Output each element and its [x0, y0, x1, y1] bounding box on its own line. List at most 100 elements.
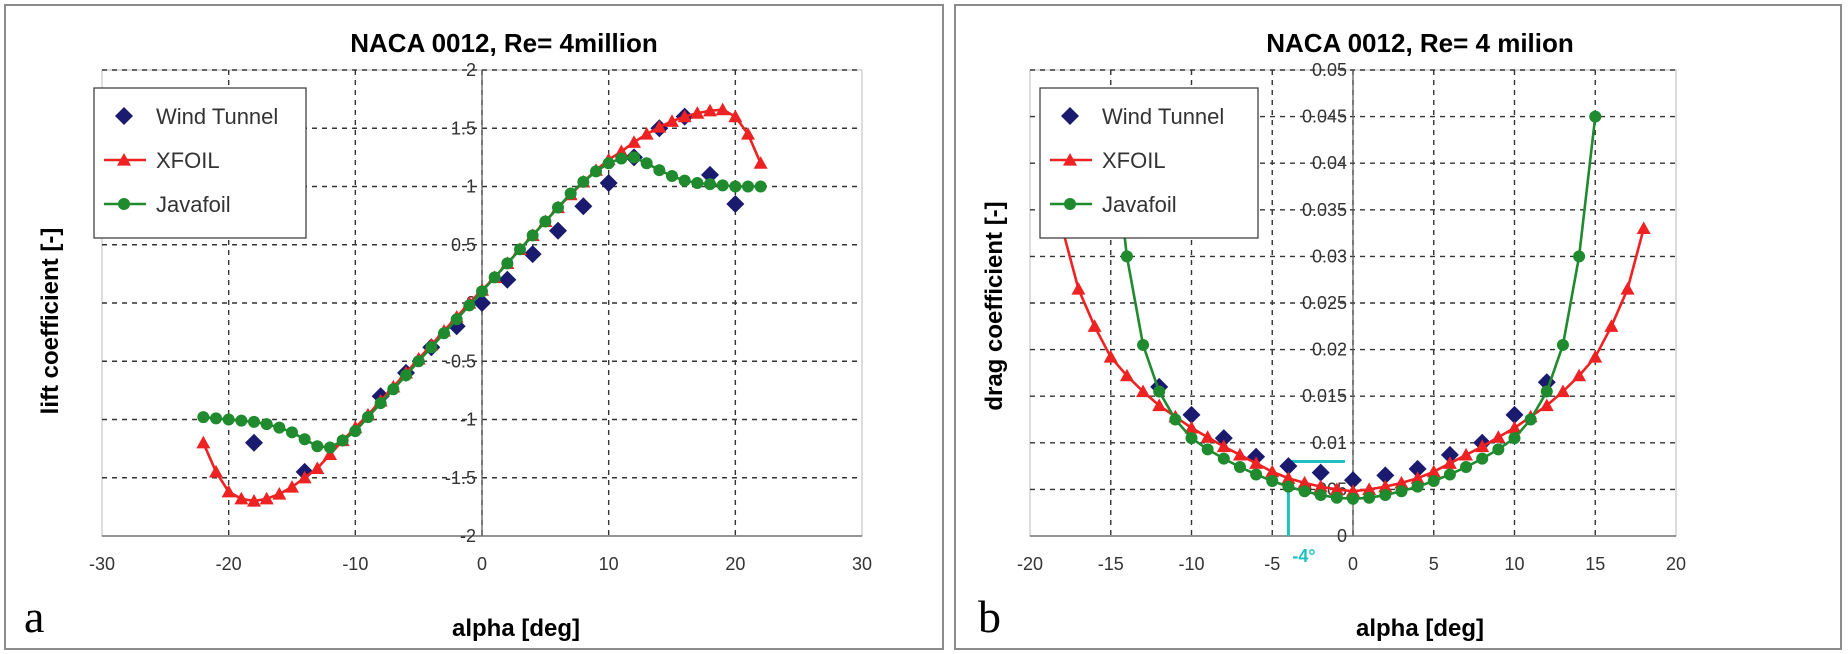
data-point	[1217, 452, 1230, 465]
data-point	[1233, 461, 1246, 474]
data-point	[754, 180, 767, 193]
data-point	[526, 229, 539, 242]
y-tick-label: 0.02	[1312, 340, 1347, 360]
data-point	[1475, 439, 1490, 453]
data-point	[1297, 475, 1312, 489]
y-tick-label: 2	[466, 60, 476, 80]
data-point	[677, 109, 692, 123]
legend-marker	[1064, 198, 1076, 210]
data-point	[1169, 413, 1182, 426]
data-point	[438, 327, 450, 340]
x-tick-label: 20	[1666, 554, 1686, 574]
data-point	[552, 201, 564, 214]
y-tick-label: 1.5	[451, 118, 476, 138]
data-point	[1216, 439, 1231, 453]
data-point	[450, 313, 463, 326]
data-point	[286, 426, 298, 439]
data-point	[1376, 466, 1395, 485]
data-point	[1620, 282, 1635, 295]
data-point	[387, 383, 400, 396]
data-point	[1200, 430, 1215, 443]
data-point	[272, 487, 287, 500]
x-tick-label: 10	[1504, 554, 1524, 574]
data-point	[349, 425, 362, 438]
data-point	[1604, 319, 1619, 332]
data-point	[1329, 482, 1344, 495]
data-point	[476, 285, 488, 298]
x-axis-title: alpha [deg]	[452, 615, 580, 642]
data-point	[310, 461, 325, 475]
data-point	[514, 243, 526, 256]
chart-panel-a: NACA 0012, Re= 4million alpha [deg] lift…	[4, 4, 944, 650]
data-point	[726, 194, 745, 213]
legend-marker	[1061, 107, 1079, 125]
x-tick-label: 0	[477, 554, 487, 574]
plot-area: -20-15-10-50510152000.0050.010.0150.020.…	[1017, 60, 1686, 574]
data-point	[1330, 491, 1343, 504]
x-tick-label: 30	[852, 554, 872, 574]
data-point	[197, 411, 210, 424]
data-point	[716, 179, 729, 192]
x-tick-label: -10	[342, 554, 368, 574]
data-point	[574, 197, 593, 216]
data-point	[1119, 368, 1134, 382]
data-point	[222, 413, 235, 426]
y-tick-label: 0.015	[1302, 386, 1347, 406]
data-point	[1137, 338, 1150, 351]
data-point	[1556, 338, 1569, 351]
data-point	[665, 114, 679, 127]
legend: Wind Tunnel XFOIL Javafoil	[1039, 87, 1259, 239]
y-axis-title: drag coefficient [-]	[981, 201, 1008, 410]
data-point	[1282, 480, 1295, 493]
data-point	[235, 414, 248, 427]
data-point	[615, 152, 628, 165]
data-point	[1442, 456, 1457, 469]
legend-marker	[118, 198, 130, 210]
x-axis-title: alpha [deg]	[1356, 615, 1484, 642]
data-point	[259, 491, 274, 505]
data-point	[247, 494, 261, 507]
legend-label: XFOIL	[156, 148, 220, 173]
legend-label: Wind Tunnel	[156, 104, 278, 129]
data-point	[1476, 452, 1489, 465]
data-point	[701, 165, 719, 184]
data-point	[1539, 398, 1554, 412]
y-axis-title: lift coefficient [-]	[37, 228, 64, 415]
data-point	[260, 418, 273, 431]
data-point	[704, 178, 716, 191]
data-point	[639, 127, 654, 140]
y-tick-label: 0.5	[451, 235, 476, 255]
data-point	[463, 299, 476, 312]
data-point	[652, 120, 667, 133]
data-point	[1443, 468, 1456, 481]
data-point	[1249, 456, 1264, 469]
data-point	[498, 270, 517, 289]
legend-marker	[117, 153, 131, 166]
chart-title: NACA 0012, Re= 4million	[350, 28, 658, 58]
data-point	[549, 221, 567, 240]
data-point	[196, 435, 211, 449]
data-point	[741, 127, 755, 140]
x-tick-label: -10	[1178, 554, 1204, 574]
data-point	[1298, 485, 1311, 498]
data-point	[753, 156, 768, 169]
data-point	[1395, 485, 1408, 498]
data-point	[501, 257, 514, 270]
data-point	[374, 397, 387, 410]
panel-letter: a	[24, 591, 44, 642]
data-point	[323, 447, 337, 461]
series-wind-tunnel	[245, 107, 745, 481]
data-point	[285, 480, 299, 493]
data-point	[425, 341, 438, 354]
data-point	[1459, 447, 1474, 461]
data-point	[1378, 479, 1393, 493]
x-tick-label: -20	[216, 554, 242, 574]
drag-coefficient-chart: NACA 0012, Re= 4 milion alpha [deg] drag…	[978, 28, 1686, 642]
data-point	[221, 484, 236, 498]
data-point	[1250, 468, 1263, 481]
x-tick-label: 20	[725, 554, 745, 574]
data-point	[362, 411, 374, 424]
data-point	[1136, 384, 1151, 398]
data-point	[577, 175, 590, 188]
